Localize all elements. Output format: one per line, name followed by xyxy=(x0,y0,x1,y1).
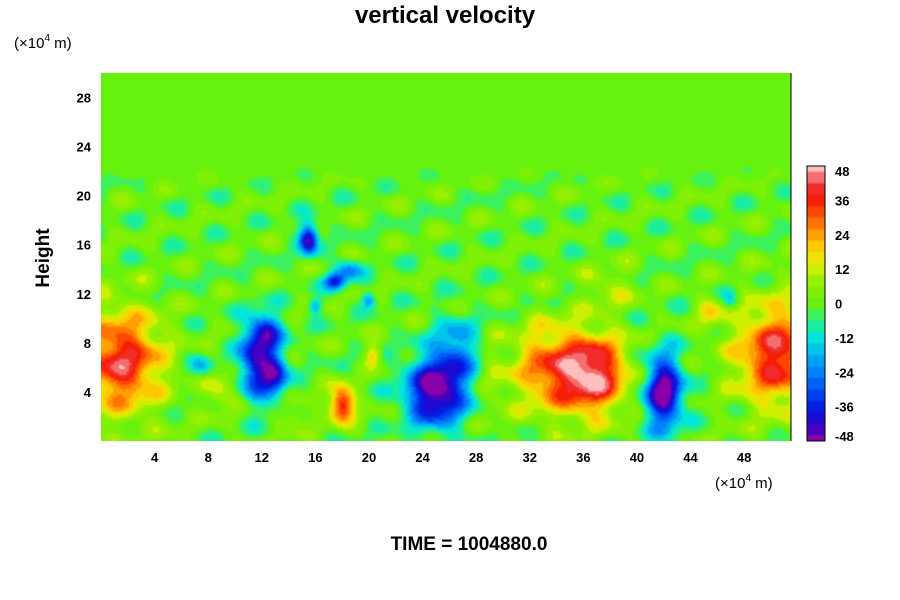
y-tick-labels: 4 8 12 16 20 24 28 xyxy=(77,91,92,400)
x-tick-label: 32 xyxy=(523,450,537,465)
colorbar-tick-label: 12 xyxy=(835,262,849,277)
colorbar-tick-label: 0 xyxy=(835,297,842,312)
x-tick-labels: 4 8 12 16 20 24 28 32 36 40 44 48 xyxy=(151,450,751,465)
colorbar-tick-label: -36 xyxy=(835,400,854,415)
x-tick-label: 28 xyxy=(469,450,483,465)
y-tick-label: 8 xyxy=(84,336,91,351)
x-tick-label: 36 xyxy=(576,450,590,465)
x-tick-label: 20 xyxy=(362,450,376,465)
colorbar-tick-labels: 48 36 24 12 0 -12 -24 -36 -48 xyxy=(835,164,855,444)
x-tick-label: 40 xyxy=(630,450,644,465)
y-tick-label: 28 xyxy=(77,91,91,106)
x-tick-label: 12 xyxy=(255,450,269,465)
x-unit-label: (×104 m) xyxy=(715,473,773,492)
time-label: TIME = 1004880.0 xyxy=(391,534,548,555)
colorbar-tick-label: 36 xyxy=(835,193,849,208)
x-tick-label: 44 xyxy=(683,450,698,465)
y-tick-label: 20 xyxy=(77,189,91,204)
colorbar-tick-label: -12 xyxy=(835,331,854,346)
x-tick-label: 24 xyxy=(415,450,430,465)
colorbar-tick-label: 24 xyxy=(835,228,850,243)
x-tick-label: 48 xyxy=(737,450,751,465)
velocity-heatmap xyxy=(101,73,791,441)
colorbar xyxy=(807,166,825,441)
y-tick-label: 16 xyxy=(77,238,91,253)
x-tick-label: 8 xyxy=(205,450,212,465)
x-tick-label: 16 xyxy=(308,450,322,465)
y-axis-label: Height xyxy=(33,228,54,288)
colorbar-tick-label: -24 xyxy=(835,365,855,380)
y-tick-label: 24 xyxy=(77,140,92,155)
y-tick-label: 12 xyxy=(77,287,91,302)
x-tick-label: 4 xyxy=(151,450,159,465)
colorbar-frame xyxy=(806,165,826,442)
colorbar-tick-label: -48 xyxy=(835,429,854,444)
y-unit-label: (×104 m) xyxy=(14,33,72,52)
colorbar-tick-label: 48 xyxy=(835,164,849,179)
chart-title: vertical velocity xyxy=(355,2,536,29)
y-tick-label: 4 xyxy=(84,385,92,400)
